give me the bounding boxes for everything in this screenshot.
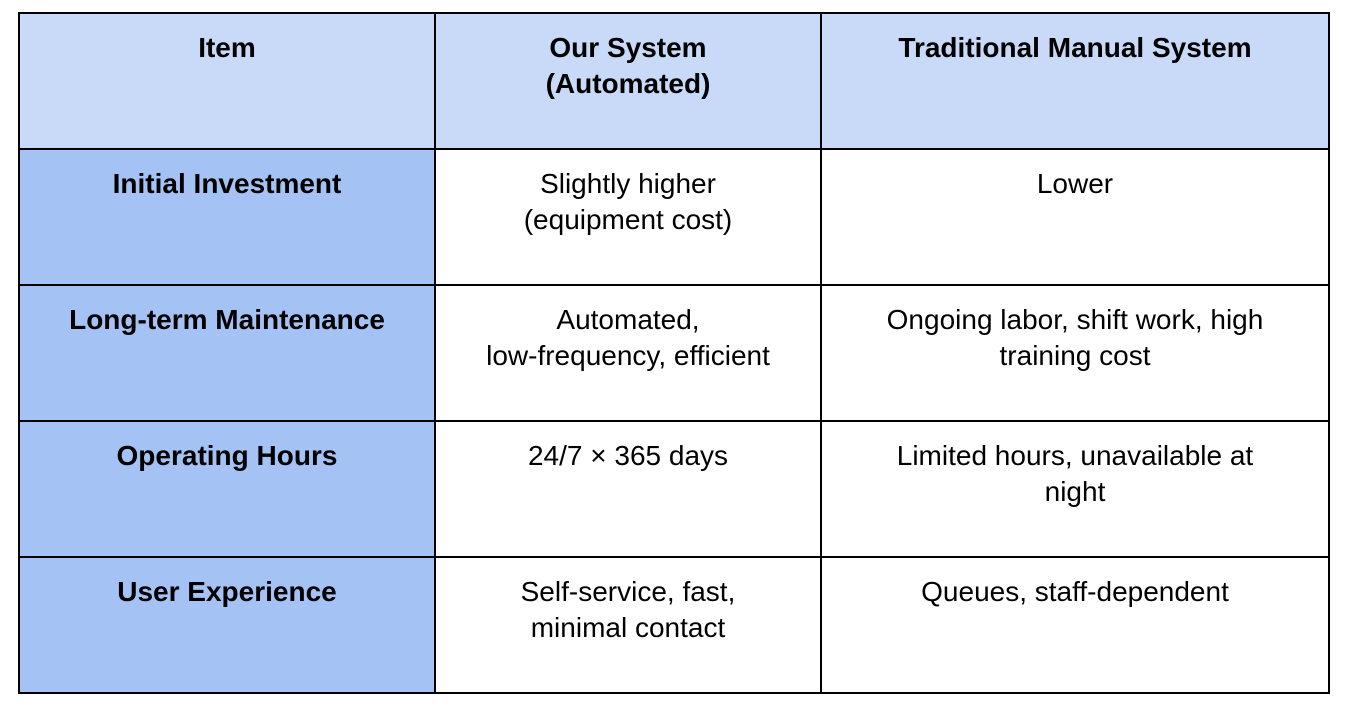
header-manual-system-line: Traditional Manual System [898,32,1252,63]
header-our-system: Our System (Automated) [434,12,822,150]
table-row: Operating Hours 24/7 × 365 days Limited … [18,420,1330,558]
cell-manual-system: Ongoing labor, shift work, high training… [820,284,1330,422]
cell-line: Ongoing labor, shift work, high [886,304,1264,335]
cell-line: low-frequency, efficient [486,340,770,371]
header-our-system-line-2: (Automated) [545,68,711,99]
row-label-initial-investment: Initial Investment [18,148,436,286]
cell-manual-system: Queues, staff-dependent [820,556,1330,694]
cell-line: Queues, staff-dependent [921,576,1229,607]
header-item: Item [18,12,436,150]
table-row: Initial Investment Slightly higher (equi… [18,148,1330,286]
row-label-text: Initial Investment [112,168,342,199]
cell-our-system: Automated, low-frequency, efficient [434,284,822,422]
cell-our-system: 24/7 × 365 days [434,420,822,558]
cell-line: Automated, [556,304,700,335]
cell-our-system: Slightly higher (equipment cost) [434,148,822,286]
cell-line: Self-service, fast, [520,576,736,607]
row-label-text: Operating Hours [116,440,338,471]
cell-line: 24/7 × 365 days [527,440,729,471]
row-label-long-term-maintenance: Long-term Maintenance [18,284,436,422]
table-row: Long-term Maintenance Automated, low-fre… [18,284,1330,422]
cell-line: training cost [999,340,1151,371]
header-item-line: Item [198,32,256,63]
comparison-table: Item Our System (Automated) Traditional … [18,12,1330,694]
row-label-text: User Experience [117,576,337,607]
row-label-text: Long-term Maintenance [69,304,385,335]
cell-manual-system: Lower [820,148,1330,286]
comparison-table-container: Item Our System (Automated) Traditional … [18,12,1330,694]
header-row: Item Our System (Automated) Traditional … [18,12,1330,150]
cell-line: Slightly higher [540,168,716,199]
cell-our-system: Self-service, fast, minimal contact [434,556,822,694]
header-manual-system: Traditional Manual System [820,12,1330,150]
cell-line: Lower [1036,168,1114,199]
cell-line: night [1044,476,1106,507]
row-label-user-experience: User Experience [18,556,436,694]
header-our-system-line-1: Our System [549,32,707,63]
cell-line: Limited hours, unavailable at [896,440,1254,471]
cell-line: minimal contact [530,612,726,643]
cell-line: (equipment cost) [523,204,733,235]
row-label-operating-hours: Operating Hours [18,420,436,558]
cell-manual-system: Limited hours, unavailable at night [820,420,1330,558]
table-row: User Experience Self-service, fast, mini… [18,556,1330,694]
